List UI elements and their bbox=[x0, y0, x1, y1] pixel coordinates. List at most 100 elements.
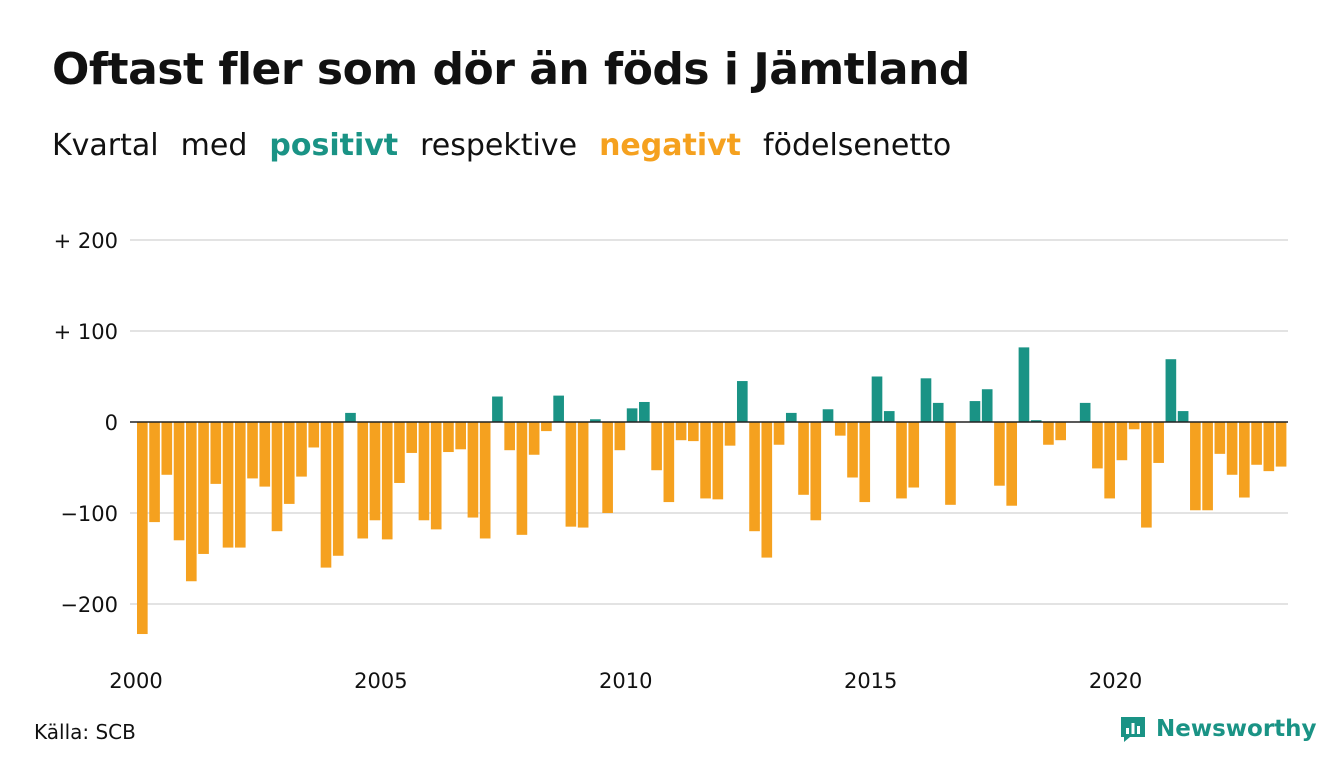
bar bbox=[1153, 422, 1164, 463]
bar bbox=[675, 422, 687, 441]
bar bbox=[394, 422, 405, 483]
bar bbox=[847, 422, 858, 478]
x-tick-label: 2020 bbox=[1089, 669, 1142, 693]
bar bbox=[137, 422, 148, 635]
bar bbox=[173, 422, 185, 541]
bar bbox=[1030, 420, 1042, 422]
bar bbox=[259, 422, 271, 487]
subtitle-word: Kvartal bbox=[52, 128, 159, 163]
bar bbox=[1141, 422, 1152, 528]
bar bbox=[185, 422, 197, 582]
bar bbox=[271, 422, 283, 532]
source-note: Källa: SCB bbox=[34, 720, 136, 744]
bar bbox=[920, 378, 932, 422]
bar bbox=[1251, 422, 1262, 465]
bar bbox=[736, 381, 748, 422]
bar bbox=[1043, 422, 1054, 445]
brand-name: Newsworthy bbox=[1156, 716, 1317, 742]
bar bbox=[626, 408, 638, 422]
bar bbox=[283, 422, 295, 504]
bar bbox=[320, 422, 332, 568]
bar bbox=[871, 376, 883, 422]
bar bbox=[430, 422, 442, 530]
axes: + 200 + 100 0 −100 −200 2000 2005 2010 2015 2020 bbox=[54, 229, 1288, 693]
bars bbox=[137, 347, 1287, 635]
bar-chart: + 200 + 100 0 −100 −200 2000 2005 2010 2015 2020 bbox=[54, 229, 1288, 693]
bar bbox=[332, 422, 344, 556]
bar bbox=[639, 401, 650, 422]
bar bbox=[528, 422, 540, 455]
bar bbox=[308, 422, 320, 448]
newsworthy-logo-icon bbox=[1121, 717, 1145, 742]
bar bbox=[1226, 422, 1238, 475]
bar bbox=[210, 422, 222, 484]
bar bbox=[1275, 422, 1287, 467]
bar bbox=[296, 422, 307, 477]
bar bbox=[761, 422, 773, 558]
bar bbox=[712, 422, 724, 500]
bar bbox=[785, 412, 797, 422]
bar bbox=[504, 422, 515, 451]
bar bbox=[1104, 422, 1115, 499]
bar bbox=[981, 389, 993, 422]
bar bbox=[357, 422, 369, 539]
x-tick-label: 2005 bbox=[354, 669, 407, 693]
bar bbox=[749, 422, 760, 532]
bar bbox=[345, 412, 356, 422]
x-tick-label: 2000 bbox=[109, 669, 162, 693]
bar bbox=[1079, 402, 1091, 422]
bar bbox=[773, 422, 785, 445]
bar bbox=[908, 422, 920, 488]
y-tick-label: + 200 bbox=[54, 229, 118, 253]
bar bbox=[614, 422, 626, 451]
bar bbox=[1177, 411, 1189, 422]
subtitle-word: födelsenetto bbox=[763, 128, 952, 163]
bar bbox=[369, 422, 381, 521]
bar bbox=[234, 422, 246, 548]
bar bbox=[1116, 422, 1128, 461]
bar bbox=[945, 422, 956, 505]
bar bbox=[222, 422, 234, 548]
bar bbox=[553, 395, 564, 422]
bar bbox=[565, 422, 577, 527]
bar bbox=[883, 411, 895, 422]
bar bbox=[1092, 422, 1103, 469]
bar bbox=[1165, 359, 1177, 422]
bar bbox=[651, 422, 662, 471]
bar bbox=[455, 422, 467, 450]
bar bbox=[198, 422, 209, 554]
x-tick-label: 2015 bbox=[844, 669, 897, 693]
bar bbox=[1128, 422, 1140, 430]
bar bbox=[994, 422, 1005, 486]
subtitle-word: respektive bbox=[420, 128, 578, 163]
bar bbox=[516, 422, 528, 535]
bar bbox=[149, 422, 160, 523]
y-tick-label: 0 bbox=[105, 411, 118, 435]
chart-subtitle: Kvartal med positivt respektive negativt föde… bbox=[52, 128, 973, 163]
bar bbox=[969, 401, 981, 422]
chart-title: Oftast fler som dör än föds i Jämtland bbox=[52, 44, 970, 95]
bar bbox=[467, 422, 479, 518]
brand: Newsworthy bbox=[1118, 714, 1317, 744]
bar bbox=[443, 422, 454, 453]
bar bbox=[577, 422, 589, 528]
bar bbox=[688, 422, 699, 442]
bar bbox=[247, 422, 258, 479]
bar bbox=[1018, 347, 1030, 422]
bar bbox=[161, 422, 173, 475]
legend-negative: negativt bbox=[599, 128, 742, 163]
y-tick-label: −200 bbox=[60, 593, 118, 617]
bar bbox=[896, 422, 907, 499]
bar bbox=[1239, 422, 1250, 498]
bar bbox=[1006, 422, 1018, 506]
bar bbox=[822, 409, 834, 422]
bar bbox=[541, 422, 552, 432]
bar bbox=[1202, 422, 1213, 511]
bar bbox=[1190, 422, 1201, 511]
bar bbox=[932, 402, 944, 422]
bar bbox=[479, 422, 491, 539]
bar bbox=[1263, 422, 1275, 472]
bar bbox=[810, 422, 822, 521]
bar bbox=[1055, 422, 1066, 441]
y-tick-label: + 100 bbox=[54, 320, 118, 344]
